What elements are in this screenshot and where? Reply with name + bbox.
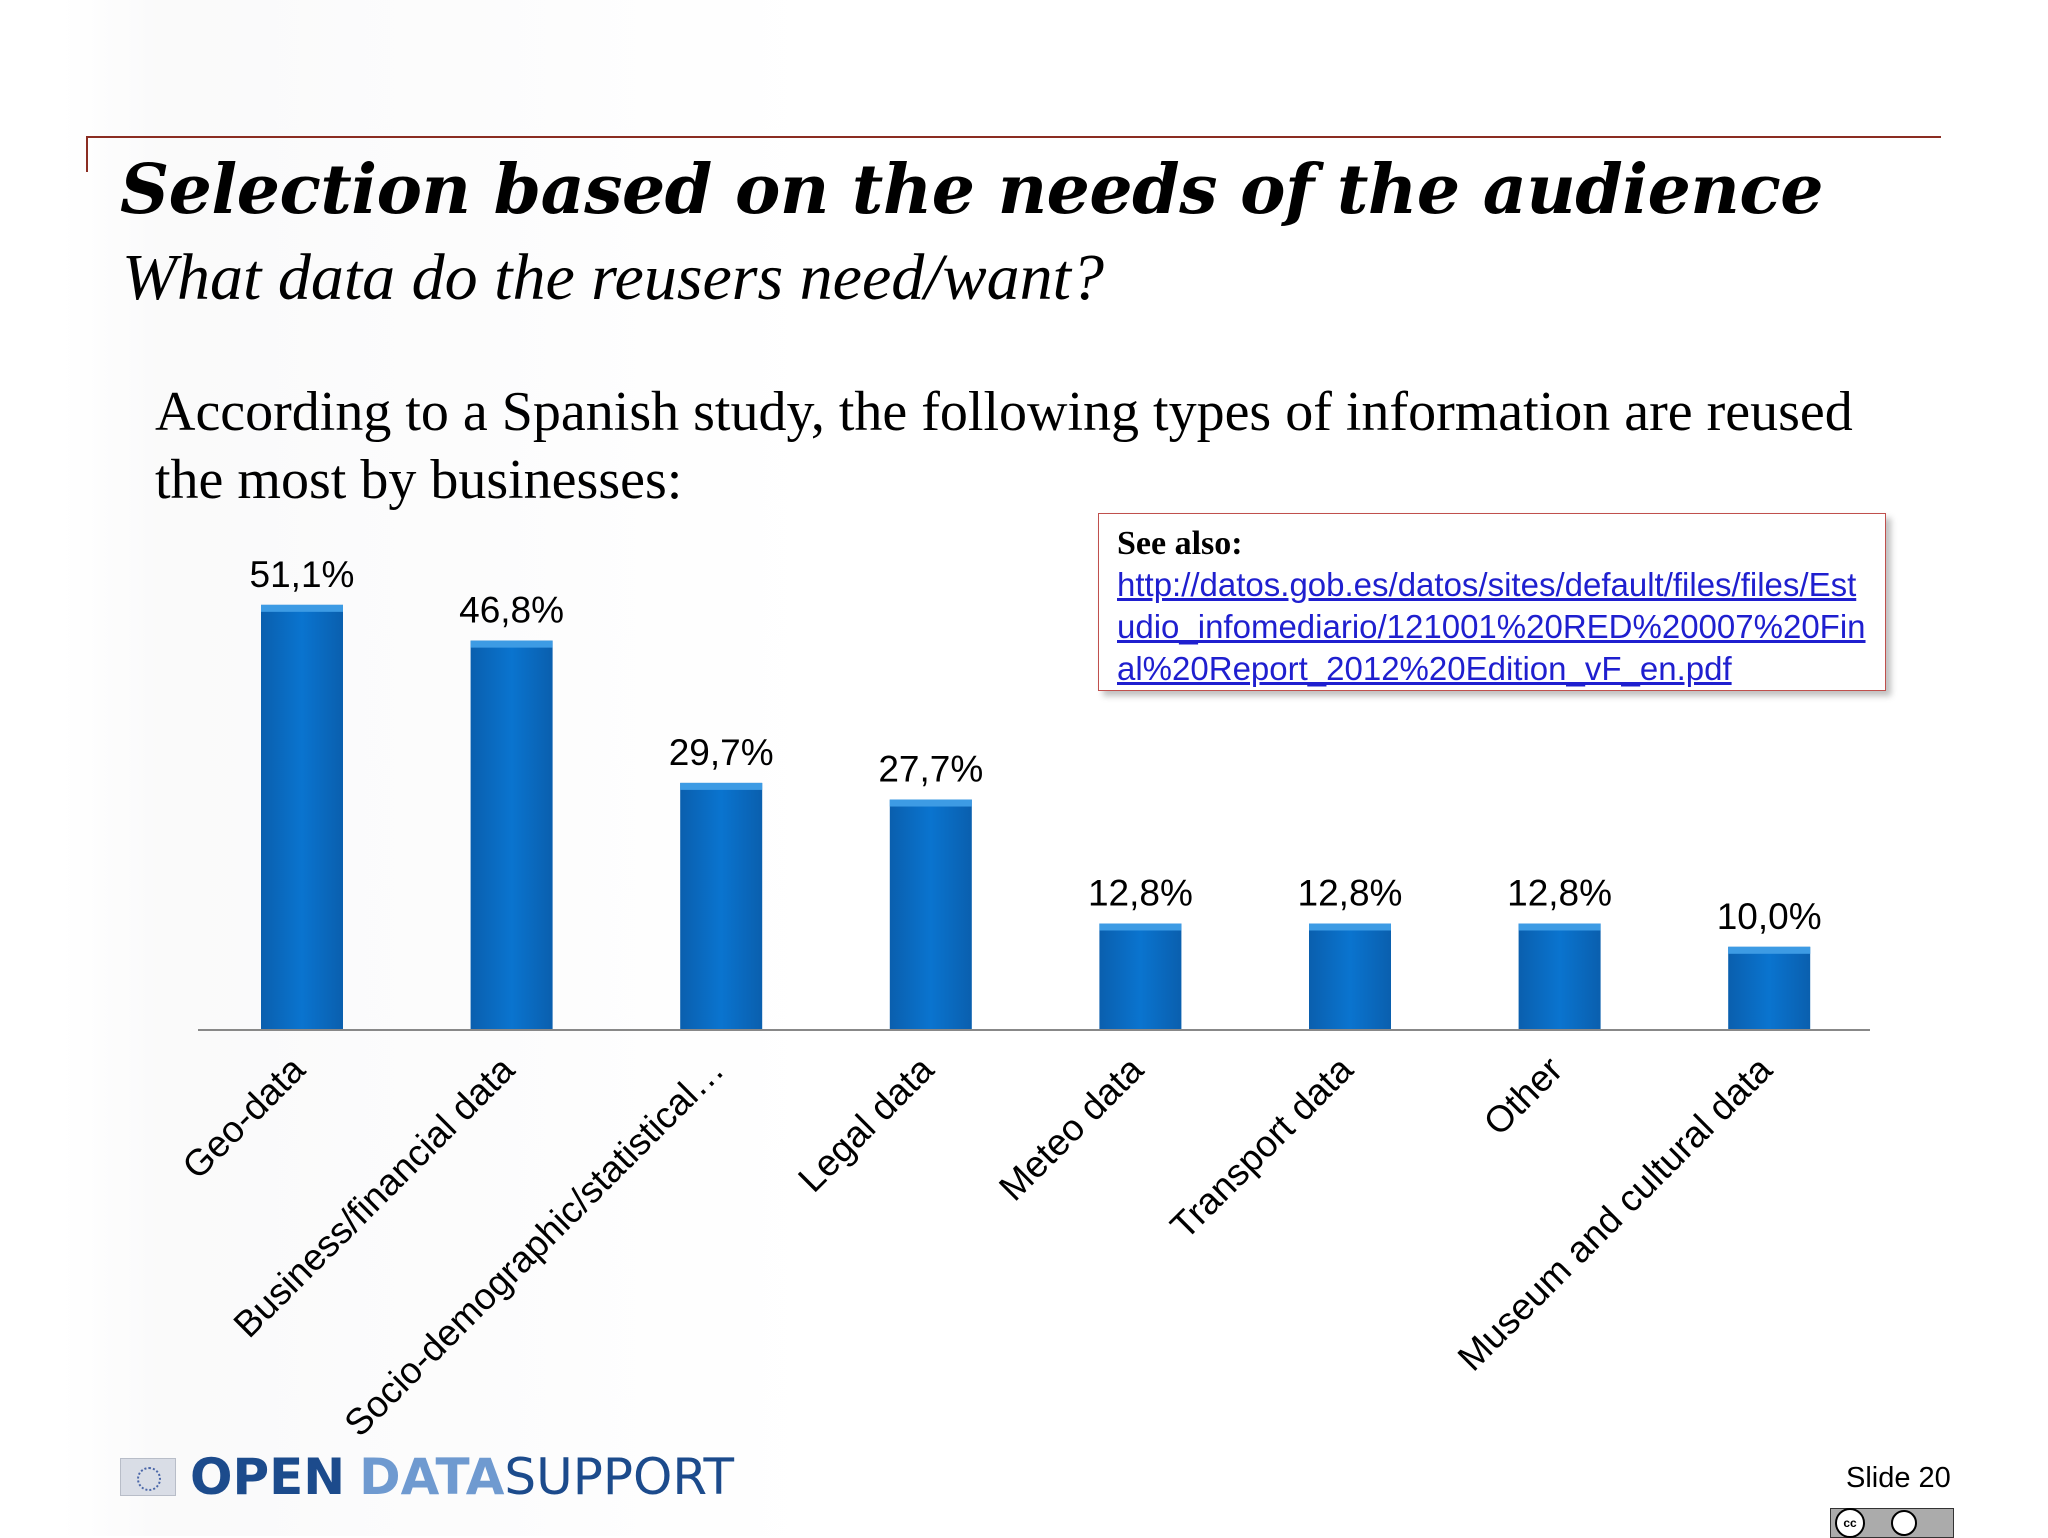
bar-2: [470, 640, 553, 1030]
bar-top-5: [1099, 923, 1182, 931]
bar-top-3: [680, 782, 763, 790]
bar-5: [1099, 923, 1182, 1030]
bar-top-8: [1728, 946, 1811, 954]
bar-value-label-2: 46,8%: [459, 590, 564, 631]
category-label-4: Legal data: [790, 1048, 941, 1199]
category-label-7: Other: [1476, 1049, 1570, 1143]
bar-top-4: [889, 799, 972, 807]
title-frame-line: [86, 136, 1941, 138]
logo-open-text: OPEN: [190, 1448, 346, 1506]
bar-value-label-1: 51,1%: [250, 554, 355, 595]
attribution-icon: [1891, 1510, 1917, 1536]
bar-top-7: [1518, 923, 1601, 931]
bar-6: [1309, 923, 1391, 1030]
bar-value-label-4: 27,7%: [878, 749, 983, 790]
category-label-1: Geo-data: [175, 1048, 313, 1186]
cc-by-license-badge: cc: [1830, 1508, 1954, 1538]
logo-data-text: DATA: [359, 1448, 505, 1506]
see-also-link[interactable]: http://datos.gob.es/datos/sites/default/…: [1117, 566, 1866, 687]
bar-value-label-8: 10,0%: [1717, 896, 1822, 937]
slide-subtitle: What data do the reusers need/want?: [122, 241, 1104, 314]
bar-top-2: [470, 640, 553, 648]
category-label-5: Meteo data: [991, 1048, 1151, 1208]
bar-value-label-7: 12,8%: [1507, 873, 1612, 914]
bar-7: [1518, 923, 1601, 1030]
see-also-box: See also: http://datos.gob.es/datos/site…: [1098, 513, 1886, 691]
creative-commons-icon: cc: [1835, 1508, 1865, 1538]
intro-text: According to a Spanish study, the follow…: [155, 381, 1853, 511]
category-label-6: Transport data: [1162, 1048, 1360, 1246]
bar-8: [1728, 946, 1811, 1030]
bar-top-6: [1309, 923, 1391, 931]
see-also-title: See also:: [1117, 525, 1243, 562]
bar-top-1: [261, 604, 343, 612]
bar-value-label-6: 12,8%: [1298, 873, 1403, 914]
open-data-support-logo: OPEN DATA SUPPORT: [120, 1447, 734, 1507]
title-frame-tick: [86, 136, 88, 172]
bar-4: [889, 799, 972, 1030]
category-label-3: Socio-demographic/statistical…: [336, 1049, 731, 1444]
bar-value-label-5: 12,8%: [1088, 873, 1193, 914]
bar-value-label-3: 29,7%: [669, 732, 774, 773]
bar-3: [680, 782, 763, 1030]
eu-flag-icon: [120, 1458, 176, 1496]
logo-support-text: SUPPORT: [504, 1448, 735, 1506]
bar-1: [261, 604, 343, 1030]
slide-number: Slide 20: [1846, 1462, 1951, 1494]
slide-title: Selection based on the needs of the audi…: [120, 150, 1824, 230]
